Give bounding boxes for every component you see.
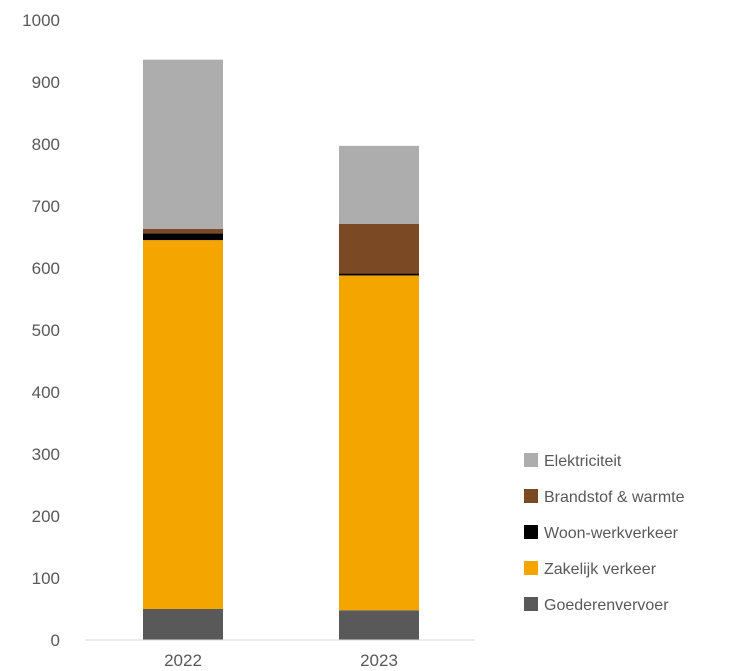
y-tick-label: 700: [32, 197, 60, 216]
legend-label: Woon-werkverkeer: [544, 525, 679, 542]
bar-segment-elektriciteit-2023: [339, 145, 419, 224]
bar-segment-brandstof-warmte-2023: [339, 223, 419, 274]
bar-segment-zakelijk-verkeer-2022: [143, 240, 223, 609]
y-tick-label: 600: [32, 259, 60, 278]
legend: Elektriciteit Brandstof & warmte Woon-werk…: [524, 453, 685, 614]
y-tick-label: 300: [32, 445, 60, 464]
bar-segment-zakelijk-verkeer-2023: [339, 275, 419, 611]
bar-segment-woon-werkverkeer-2022: [143, 233, 223, 241]
y-tick-label: 500: [32, 321, 60, 340]
bar-segment-brandstof-warmte-2022: [143, 228, 223, 234]
y-tick-label: 800: [32, 135, 60, 154]
x-tick-label: 2023: [360, 651, 398, 670]
legend-label: Elektriciteit: [544, 453, 622, 470]
bar-segment-elektriciteit-2022: [143, 59, 223, 229]
legend-swatch: [524, 525, 538, 539]
y-tick-label: 200: [32, 507, 60, 526]
legend-swatch: [524, 489, 538, 503]
bar-segment-goederenvervoer-2022: [143, 609, 223, 640]
y-tick-label: 0: [51, 631, 60, 650]
x-tick-label: 2022: [164, 651, 202, 670]
legend-label: Brandstof & warmte: [544, 489, 685, 506]
legend-label: Zakelijk verkeer: [544, 561, 657, 578]
bars: [143, 59, 419, 640]
legend-swatch: [524, 561, 538, 575]
y-tick-label: 100: [32, 569, 60, 588]
legend-swatch: [524, 597, 538, 611]
y-tick-label: 1000: [22, 11, 60, 30]
legend-label: Goederenvervoer: [544, 597, 669, 614]
bar-segment-woon-werkverkeer-2023: [339, 273, 419, 276]
y-axis: 0 100 200 300 400 500 600 700 800 900 1000: [22, 11, 60, 650]
bar-segment-goederenvervoer-2023: [339, 610, 419, 640]
y-tick-label: 900: [32, 73, 60, 92]
legend-swatch: [524, 453, 538, 467]
y-tick-label: 400: [32, 383, 60, 402]
x-axis: 2022 2023: [164, 651, 398, 670]
